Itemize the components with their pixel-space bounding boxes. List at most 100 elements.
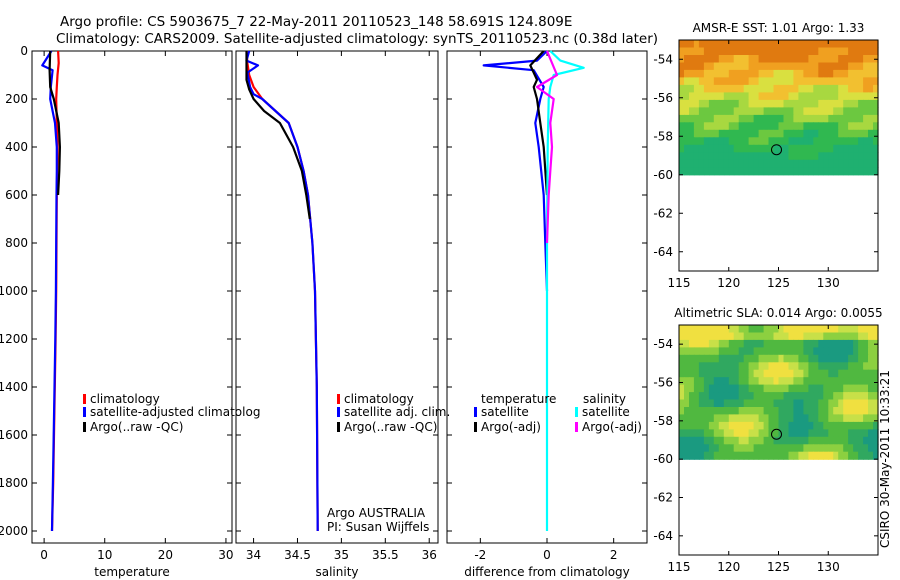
heat-cell	[833, 332, 839, 341]
heat-cell	[728, 69, 735, 78]
heat-cell	[693, 152, 700, 161]
heat-cell	[833, 444, 839, 453]
heat-cell	[693, 421, 700, 430]
heat-cell	[803, 69, 809, 78]
heat-cell	[743, 362, 750, 371]
heat-cell	[868, 107, 874, 116]
heat-cell	[708, 436, 715, 445]
heat-cell	[689, 354, 695, 363]
heat-cell	[773, 99, 780, 108]
heat-cell	[798, 69, 804, 78]
heat-cell	[843, 107, 849, 116]
heat-cell	[773, 129, 780, 138]
heat-cell	[848, 122, 854, 131]
heat-cell	[758, 421, 765, 430]
heat-cell	[838, 392, 844, 401]
heat-cell	[713, 129, 720, 138]
heat-cell	[723, 77, 730, 86]
heat-cell	[753, 92, 760, 101]
heat-cell	[763, 55, 770, 64]
heat-cell	[808, 339, 814, 348]
heat-cell	[718, 152, 725, 161]
heat-cell	[838, 436, 844, 445]
heat-cell	[813, 167, 819, 176]
heat-cell	[833, 414, 839, 423]
heat-cell	[823, 444, 829, 453]
heat-cell	[813, 332, 819, 341]
heat-cell	[813, 122, 819, 131]
heat-cell	[808, 167, 814, 176]
heat-cell	[833, 436, 839, 445]
heat-cell	[758, 384, 765, 393]
heat-cell	[718, 137, 725, 146]
x-tick-label: -2	[474, 548, 486, 562]
heat-cell	[798, 152, 804, 161]
heat-cell	[848, 421, 854, 430]
heat-cell	[778, 137, 785, 146]
heat-cell	[733, 407, 740, 416]
heat-cell	[873, 122, 879, 131]
heat-cell	[758, 332, 765, 341]
heat-cell	[743, 384, 750, 393]
heat-cell	[718, 436, 725, 445]
heat-cell	[763, 129, 770, 138]
heat-cell	[738, 369, 745, 378]
heat-cell	[793, 392, 799, 401]
heat-cell	[828, 436, 834, 445]
heat-cell	[748, 436, 755, 445]
heat-cell	[768, 40, 775, 49]
heat-cell	[838, 354, 844, 363]
heat-cell	[753, 399, 760, 408]
heat-cell	[853, 77, 859, 86]
heat-cell	[828, 114, 834, 123]
heat-cell	[703, 369, 710, 378]
heat-cell	[838, 40, 844, 49]
heat-cell	[718, 107, 725, 116]
heat-cell	[803, 421, 809, 430]
heat-cell	[843, 84, 849, 93]
heat-cell	[708, 114, 715, 123]
heat-cell	[838, 99, 844, 108]
heat-cell	[743, 332, 750, 341]
heat-cell	[679, 152, 685, 161]
legend-swatch	[337, 422, 340, 432]
heat-cell	[798, 144, 804, 153]
heat-cell	[718, 377, 725, 386]
heat-cell	[753, 332, 760, 341]
heat-cell	[753, 362, 760, 371]
heat-cell	[783, 399, 790, 408]
heat-cell	[728, 99, 735, 108]
heat-cell	[808, 384, 814, 393]
heat-cell	[798, 399, 804, 408]
heat-cell	[708, 339, 715, 348]
heat-cell	[773, 384, 780, 393]
heat-cell	[728, 107, 735, 116]
heat-cell	[858, 144, 864, 153]
heat-cell	[753, 325, 760, 334]
heat-cell	[753, 40, 760, 49]
heat-cell	[703, 69, 710, 78]
heat-cell	[778, 451, 785, 460]
heat-cell	[708, 137, 715, 146]
heat-cell	[748, 159, 755, 168]
heat-cell	[738, 107, 745, 116]
heat-cell	[818, 84, 824, 93]
heat-cell	[698, 436, 705, 445]
heat-cell	[753, 122, 760, 131]
heat-cell	[813, 354, 819, 363]
heat-cell	[698, 40, 705, 49]
y-tick-label: 1600	[0, 428, 28, 442]
heat-cell	[708, 84, 715, 93]
heat-cell	[813, 144, 819, 153]
heat-cell	[868, 377, 874, 386]
heat-cell	[748, 429, 755, 438]
heat-cell	[783, 451, 790, 460]
heat-cell	[783, 325, 790, 334]
heat-cell	[738, 92, 745, 101]
heat-cell	[753, 55, 760, 64]
heat-cell	[798, 47, 804, 56]
heat-cell	[833, 377, 839, 386]
heat-cell	[863, 451, 869, 460]
heat-cell	[679, 421, 685, 430]
heat-cell	[848, 92, 854, 101]
